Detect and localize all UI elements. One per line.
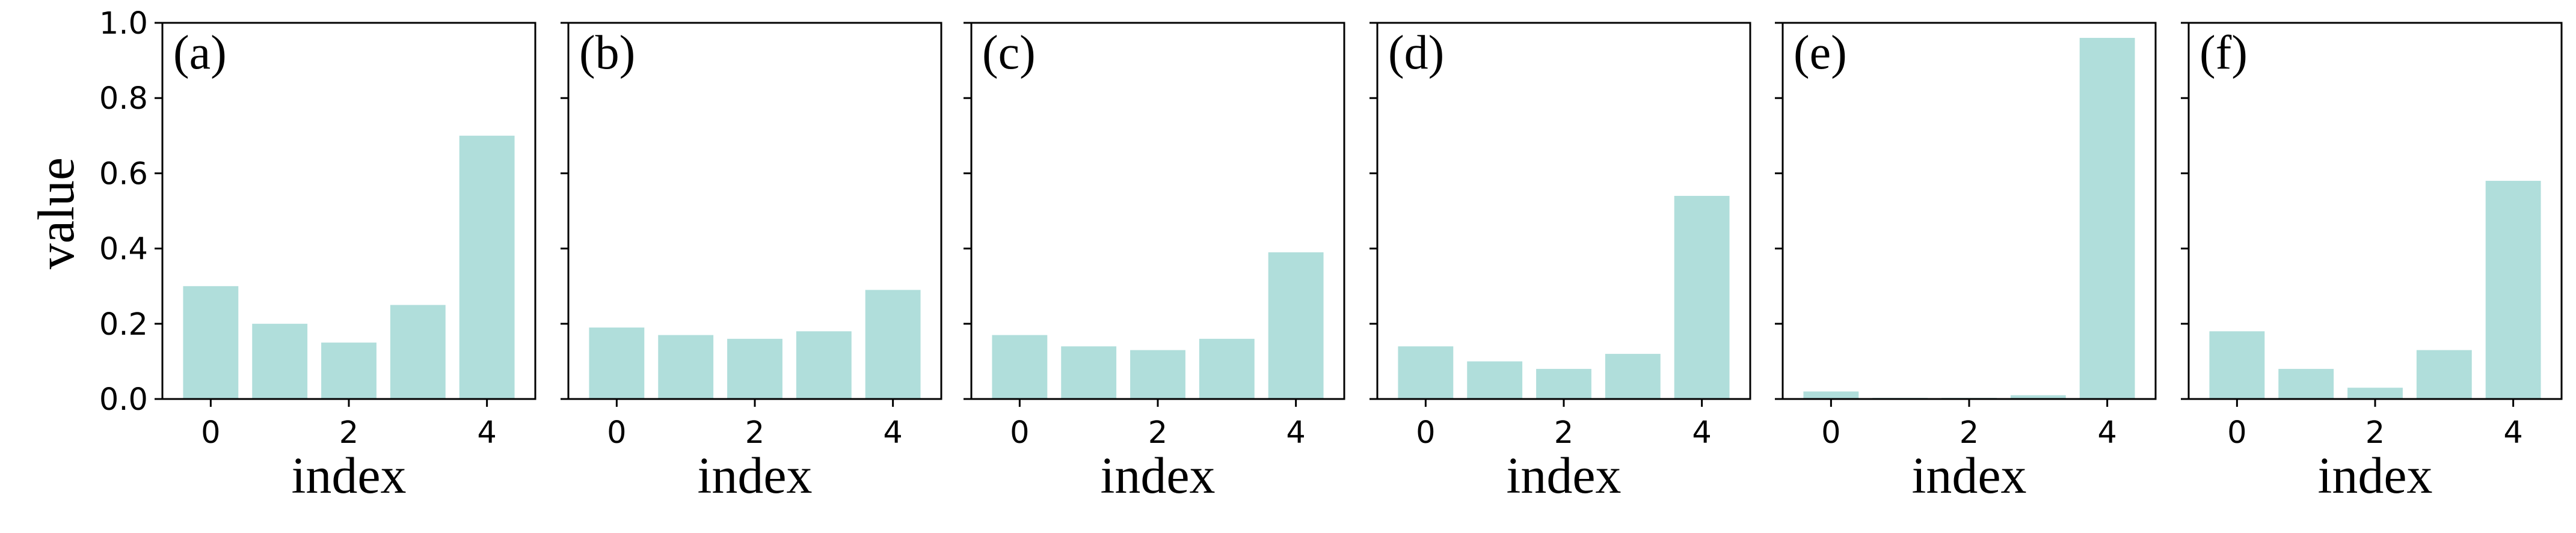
x-tick-label: 4 [2503, 415, 2522, 451]
x-tick-label: 0 [2227, 415, 2246, 451]
bar [1674, 195, 1730, 399]
bar [1130, 350, 1185, 399]
bar [796, 331, 852, 399]
x-tick-label: 2 [1148, 415, 1167, 451]
bar [1605, 353, 1661, 399]
x-tick-label: 2 [339, 415, 358, 451]
bar [2347, 388, 2403, 399]
panel-6: 0 2 4 (f) index [2181, 22, 2563, 504]
bar [390, 305, 446, 399]
x-axis-label: index [1911, 446, 2026, 504]
x-tick-label: 4 [883, 415, 902, 451]
x-tick-label: 2 [745, 415, 764, 451]
x-tick-label: 0 [1010, 415, 1029, 451]
bar [2079, 38, 2135, 400]
y-axis-label: value [27, 157, 85, 269]
bar [2416, 350, 2472, 399]
bar [183, 286, 239, 399]
panel-label: (c) [982, 26, 1036, 79]
panel-label: (a) [173, 26, 227, 79]
x-tick-label: 4 [477, 415, 496, 451]
y-tick-label: 0.2 [99, 307, 148, 343]
bar [992, 335, 1048, 399]
x-tick-label: 2 [1960, 415, 1979, 451]
y-tick-label: 0.0 [99, 382, 148, 418]
panel-5: 0 2 4 (e) index [1775, 22, 2157, 504]
x-tick-label: 2 [2365, 415, 2385, 451]
x-axis-label: index [2317, 446, 2432, 504]
bar [459, 135, 515, 400]
bar [1467, 361, 1523, 399]
x-tick-label: 0 [201, 415, 220, 451]
bar [865, 290, 921, 399]
bar [727, 338, 782, 399]
y-tick-label: 0.4 [99, 232, 148, 267]
bar [1268, 252, 1324, 399]
x-axis-label: index [697, 446, 812, 504]
x-tick-label: 4 [1286, 415, 1305, 451]
bar [2278, 368, 2334, 399]
bar [2209, 331, 2265, 399]
bar [2485, 180, 2541, 399]
x-axis-label: index [1506, 446, 1621, 504]
x-axis-label: index [291, 446, 406, 504]
x-tick-label: 0 [1821, 415, 1840, 451]
bar [1398, 346, 1454, 399]
y-tick-label: 1.0 [99, 6, 148, 41]
y-tick-label: 0.8 [99, 81, 148, 117]
panel-label: (b) [579, 26, 635, 79]
bar [658, 335, 714, 399]
bar [321, 343, 377, 399]
x-tick-label: 0 [1416, 415, 1435, 451]
panel-label: (e) [1794, 26, 1847, 79]
panel-4: 0 2 4 (d) index [1369, 22, 1751, 504]
panels: 0.0 0.2 0.4 0.6 0.8 1.0 0 2 4 (a) index 0 2 4 (b) index… [99, 6, 2563, 504]
bar [1199, 338, 1255, 399]
x-tick-label: 4 [1692, 415, 1711, 451]
y-tick-label: 0.6 [99, 156, 148, 192]
panel-label: (d) [1388, 26, 1444, 79]
panel-2: 0 2 4 (b) index [561, 22, 942, 504]
x-tick-label: 0 [607, 415, 626, 451]
bar [2010, 395, 2066, 399]
bar [1536, 368, 1591, 399]
x-tick-label: 4 [2097, 415, 2116, 451]
panel-label: (f) [2199, 26, 2248, 79]
bar [589, 327, 645, 399]
x-tick-label: 2 [1554, 415, 1573, 451]
panel-3: 0 2 4 (c) index [964, 22, 1345, 504]
bar [1803, 391, 1859, 399]
bar [1061, 346, 1117, 399]
panel-1: 0.0 0.2 0.4 0.6 0.8 1.0 0 2 4 (a) index [99, 6, 536, 504]
bar [252, 323, 308, 399]
x-axis-label: index [1100, 446, 1215, 504]
